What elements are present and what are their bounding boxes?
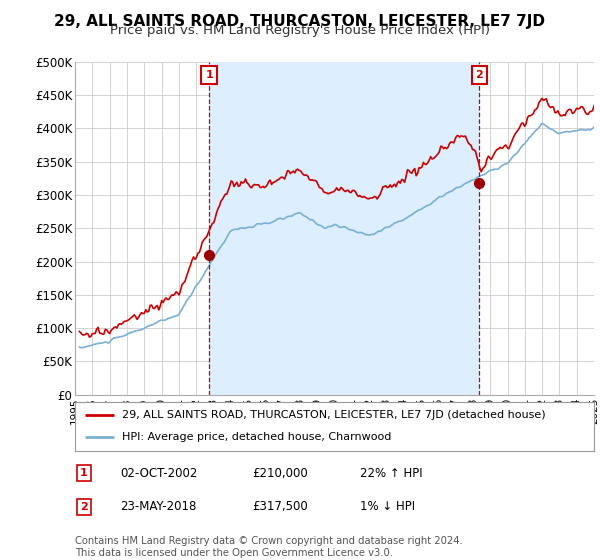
Text: 29, ALL SAINTS ROAD, THURCASTON, LEICESTER, LE7 7JD (detached house): 29, ALL SAINTS ROAD, THURCASTON, LEICEST… [122,410,545,420]
Text: 02-OCT-2002: 02-OCT-2002 [120,466,197,480]
Text: 23-MAY-2018: 23-MAY-2018 [120,500,196,514]
Text: 2: 2 [476,70,484,80]
Text: 1: 1 [80,468,88,478]
Bar [209,62,479,395]
Text: Contains HM Land Registry data © Crown copyright and database right 2024.
This d: Contains HM Land Registry data © Crown c… [75,536,463,558]
Text: 1% ↓ HPI: 1% ↓ HPI [360,500,415,514]
Text: 29, ALL SAINTS ROAD, THURCASTON, LEICESTER, LE7 7JD: 29, ALL SAINTS ROAD, THURCASTON, LEICEST… [55,14,545,29]
Text: £210,000: £210,000 [252,466,308,480]
Text: 1: 1 [205,70,213,80]
Text: £317,500: £317,500 [252,500,308,514]
Text: 2: 2 [80,502,88,512]
Text: 22% ↑ HPI: 22% ↑ HPI [360,466,422,480]
Text: HPI: Average price, detached house, Charnwood: HPI: Average price, detached house, Char… [122,432,391,442]
Text: Price paid vs. HM Land Registry's House Price Index (HPI): Price paid vs. HM Land Registry's House … [110,24,490,37]
